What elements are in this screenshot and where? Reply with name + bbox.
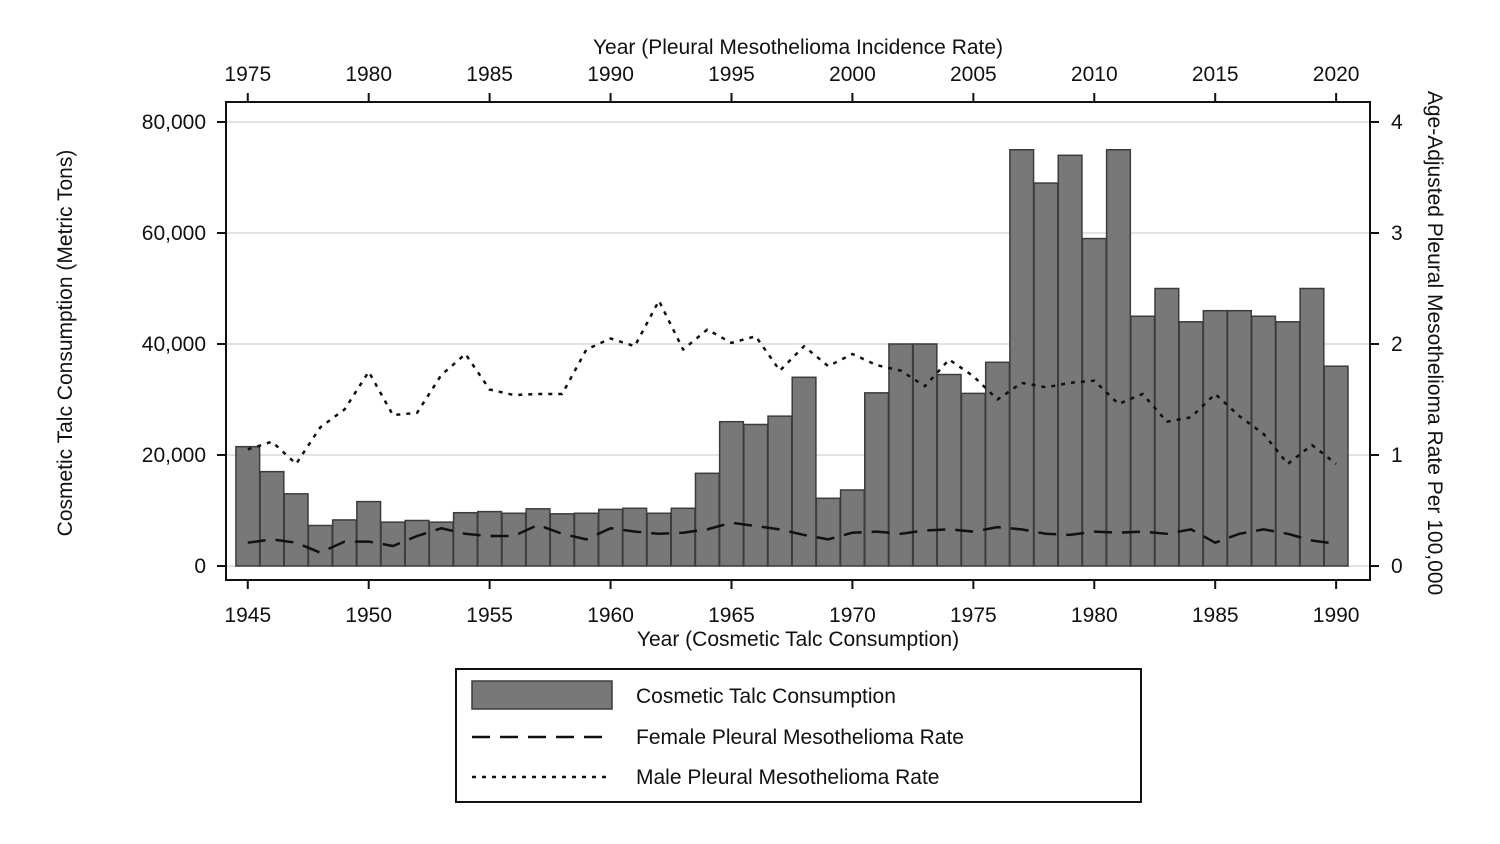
- plot-frame: [225, 101, 1371, 581]
- left-tick-label: 20,000: [142, 444, 206, 467]
- left-tick-label: 40,000: [142, 333, 206, 356]
- female-rate-line: [247, 521, 1337, 554]
- talc-bar-1947: [283, 493, 309, 567]
- talc-bar-1983: [1154, 287, 1180, 567]
- bottom-tick-label: 1955: [466, 604, 513, 627]
- top-axis-title: Year (Pleural Mesothelioma Incidence Rat…: [593, 36, 1003, 59]
- top-tick-label: 2000: [829, 63, 876, 86]
- talc-bar-1952: [404, 519, 430, 567]
- bottom-tick-label: 1975: [950, 604, 997, 627]
- talc-bars: [235, 149, 1349, 567]
- top-tick-label: 1975: [224, 63, 271, 86]
- left-axis-title: Cosmetic Talc Consumption (Metric Tons): [54, 150, 77, 537]
- bottom-tick-label: 1965: [708, 604, 755, 627]
- talc-bar-1956: [501, 512, 527, 567]
- top-tick-label: 1995: [708, 63, 755, 86]
- talc-bar-1969: [815, 497, 841, 567]
- talc-bar-1963: [670, 507, 696, 567]
- bottom-tick-label: 1990: [1313, 604, 1360, 627]
- talc-bar-1965: [718, 420, 745, 567]
- talc-bar-1986: [1226, 309, 1252, 567]
- talc-bar-1949: [331, 519, 358, 567]
- talc-bar-1990: [1323, 365, 1349, 567]
- talc-bar-1980: [1081, 237, 1107, 567]
- talc-bar-1950: [356, 500, 382, 567]
- talc-bar-1968: [791, 376, 817, 567]
- talc-bar-1961: [622, 507, 648, 567]
- bottom-tick-label: 1980: [1071, 604, 1118, 627]
- talc-bar-1982: [1130, 315, 1156, 567]
- talc-bar-1977: [1009, 149, 1035, 567]
- legend-label-male: Male Pleural Mesothelioma Rate: [636, 766, 939, 789]
- top-tick-label: 2005: [950, 63, 997, 86]
- top-tick-label: 2010: [1071, 63, 1118, 86]
- talc-bar-1958: [549, 513, 575, 567]
- left-tick-label: 60,000: [142, 222, 206, 245]
- talc-bar-1970: [839, 489, 866, 567]
- talc-bar-1975: [960, 392, 986, 567]
- bottom-tick-label: 1985: [1192, 604, 1239, 627]
- talc-bar-1966: [743, 423, 769, 567]
- right-tick-label: 3: [1391, 222, 1403, 245]
- talc-bar-1989: [1299, 287, 1325, 567]
- right-axis-title: Age-Adjusted Pleural Mesothelioma Rate P…: [1423, 91, 1446, 595]
- talc-bar-1954: [452, 511, 479, 567]
- talc-bar-1979: [1057, 154, 1083, 567]
- rate-lines: [247, 299, 1337, 554]
- talc-bar-1971: [864, 392, 890, 567]
- talc-bar-1960: [597, 508, 624, 567]
- talc-bar-1967: [767, 415, 793, 567]
- bottom-tick-label: 1970: [829, 604, 876, 627]
- talc-bar-1948: [307, 524, 333, 567]
- legend-label-talc: Cosmetic Talc Consumption: [636, 685, 896, 708]
- top-tick-label: 1990: [587, 63, 634, 86]
- talc-bar-1946: [259, 470, 285, 567]
- left-tick-label: 0: [194, 555, 206, 578]
- right-tick-label: 1: [1391, 444, 1403, 467]
- top-tick-label: 1980: [345, 63, 392, 86]
- talc-bar-1962: [646, 512, 672, 567]
- talc-bar-1945: [235, 445, 261, 567]
- axes: 0 20,000 40,000 60,000 80,000 0 1 2 3 4 1945 1950 19…: [142, 63, 1403, 627]
- legend: Cosmetic Talc Consumption Female Pleural…: [455, 668, 1142, 803]
- talc-bar-1988: [1275, 321, 1301, 567]
- bottom-tick-label: 1950: [345, 604, 392, 627]
- talc-bar-1974: [936, 373, 962, 567]
- left-tick-label: 80,000: [142, 111, 206, 134]
- talc-bar-1957: [525, 508, 551, 567]
- top-tick-label: 2015: [1192, 63, 1239, 86]
- bottom-tick-label: 1945: [224, 604, 271, 627]
- top-tick-label: 1985: [466, 63, 513, 86]
- talc-bar-1978: [1033, 182, 1059, 567]
- top-tick-label: 2020: [1313, 63, 1360, 86]
- bottom-tick-label: 1960: [587, 604, 634, 627]
- talc-bar-1964: [694, 472, 720, 567]
- right-tick-label: 2: [1391, 333, 1403, 356]
- talc-bar-1985: [1202, 309, 1228, 567]
- legend-bar-swatch: [471, 680, 613, 710]
- right-tick-label: 4: [1391, 111, 1403, 134]
- talc-bar-1955: [477, 510, 503, 567]
- legend-label-female: Female Pleural Mesothelioma Rate: [636, 726, 964, 749]
- talc-bar-1981: [1105, 149, 1132, 567]
- male-rate-line: [247, 299, 1337, 466]
- right-tick-label: 0: [1391, 555, 1403, 578]
- bottom-axis-title: Year (Cosmetic Talc Consumption): [637, 628, 959, 651]
